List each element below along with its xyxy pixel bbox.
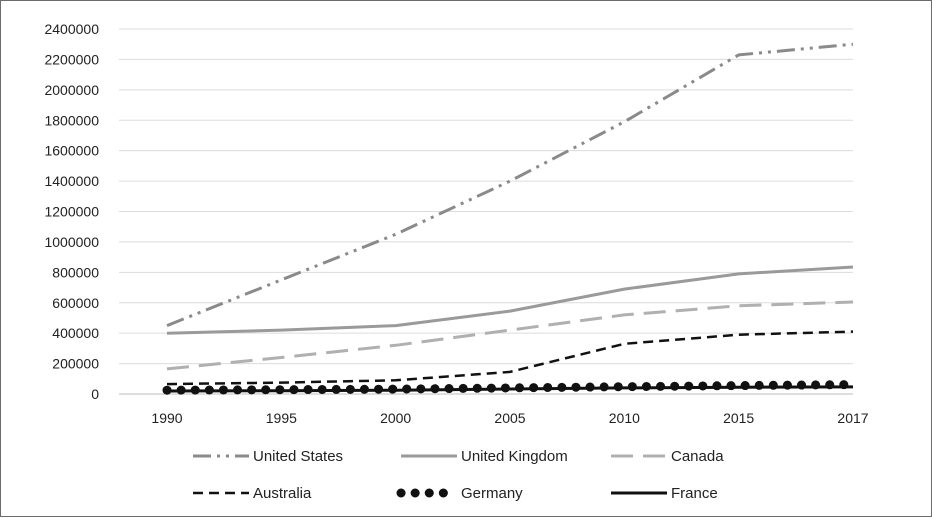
y-tick-label: 600000 bbox=[52, 295, 99, 311]
y-tick-label: 2400000 bbox=[44, 21, 99, 37]
y-tick-label: 0 bbox=[91, 386, 99, 402]
x-tick-label: 2000 bbox=[380, 410, 411, 426]
series-line-australia bbox=[166, 330, 854, 386]
y-tick-label: 1800000 bbox=[44, 112, 99, 128]
x-axis: 1990 1995 2000 2005 2010 2015 2017 bbox=[151, 410, 868, 426]
x-tick-label: 1990 bbox=[151, 410, 182, 426]
x-tick-label: 2017 bbox=[837, 410, 868, 426]
y-tick-label: 1400000 bbox=[44, 173, 99, 189]
x-tick-label: 2010 bbox=[609, 410, 640, 426]
legend-item-canada: Canada bbox=[611, 448, 724, 465]
legend-label: Canada bbox=[671, 448, 724, 465]
legend-item-united-kingdom: United Kingdom bbox=[401, 448, 568, 465]
x-tick-label: 1995 bbox=[266, 410, 297, 426]
legend-item-australia: Australia bbox=[193, 485, 312, 502]
series-lines bbox=[162, 42, 858, 395]
legend-label: United Kingdom bbox=[461, 448, 568, 465]
y-axis: 0 200000 400000 600000 800000 1000000 1200000 1… bbox=[44, 21, 99, 402]
legend-item-germany: Germany bbox=[396, 485, 523, 502]
x-tick-label: 2005 bbox=[494, 410, 525, 426]
series-line-united-kingdom bbox=[166, 265, 854, 335]
legend-label: France bbox=[671, 485, 718, 502]
gridlines bbox=[119, 28, 853, 395]
legend-label: Germany bbox=[461, 485, 523, 502]
y-tick-label: 2200000 bbox=[44, 51, 99, 67]
legend-item-united-states: United States bbox=[193, 448, 343, 465]
legend: United States United Kingdom Canada Austral… bbox=[193, 448, 724, 502]
y-tick-label: 800000 bbox=[52, 264, 99, 280]
y-tick-label: 1000000 bbox=[44, 234, 99, 250]
legend-item-france: France bbox=[611, 485, 718, 502]
y-tick-label: 200000 bbox=[52, 356, 99, 372]
legend-label: United States bbox=[253, 448, 343, 465]
x-tick-label: 2015 bbox=[723, 410, 754, 426]
series-line-france bbox=[166, 385, 854, 393]
legend-label: Australia bbox=[253, 485, 312, 502]
series-line-canada bbox=[166, 300, 854, 371]
y-tick-label: 2000000 bbox=[44, 82, 99, 98]
y-tick-label: 400000 bbox=[52, 325, 99, 341]
y-tick-label: 1200000 bbox=[44, 204, 99, 220]
series-line-united-states bbox=[166, 42, 854, 327]
y-tick-label: 1600000 bbox=[44, 143, 99, 159]
